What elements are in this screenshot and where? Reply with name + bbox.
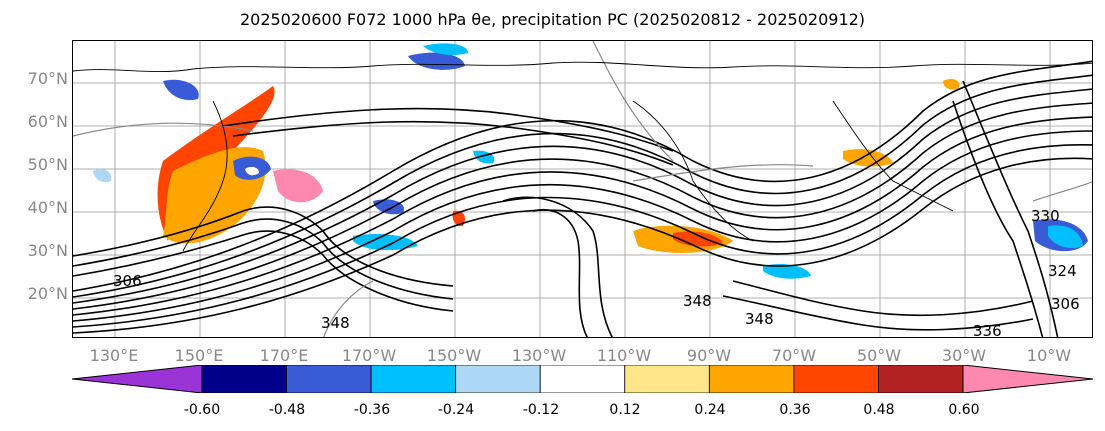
- lat-label: 70°N: [27, 69, 68, 88]
- lat-label: 30°N: [27, 241, 68, 260]
- lon-label: 150°W: [426, 346, 482, 365]
- contour-label: 324: [1048, 262, 1077, 280]
- contour-label: 348: [683, 292, 712, 310]
- colorbar-tick-label: -0.36: [353, 402, 391, 418]
- colorbar-segment: [539, 365, 626, 393]
- map-title: 2025020600 F072 1000 hPa θe, precipitati…: [239, 10, 866, 29]
- colorbar: [72, 365, 1093, 393]
- colorbar-tick-label: 0.36: [779, 402, 811, 418]
- theta-e-contours: [73, 60, 1092, 337]
- lon-label: 70°W: [771, 346, 817, 365]
- lon-label: 130°W: [511, 346, 567, 365]
- lon-label: 90°W: [686, 346, 732, 365]
- colorbar-segment: [962, 365, 1093, 393]
- colorbar-segment: [708, 365, 795, 393]
- colorbar-tick-label: -0.48: [268, 402, 306, 418]
- colorbar-tick-label: 0.24: [694, 402, 726, 418]
- contour-label: 306: [113, 272, 142, 290]
- colorbar-tick-label: -0.24: [437, 402, 475, 418]
- colorbar-segment: [201, 365, 287, 393]
- contour-label: 336: [973, 322, 1002, 338]
- lon-label: 110°W: [596, 346, 652, 365]
- colorbar-segment: [624, 365, 710, 393]
- colorbar-segment: [878, 365, 964, 393]
- lon-label: 150°E: [174, 346, 224, 365]
- lat-label: 50°N: [27, 155, 68, 174]
- contour-label: 348: [745, 310, 774, 328]
- colorbar-segment: [72, 365, 203, 393]
- colorbar-segment: [370, 365, 457, 393]
- map-canvas: 348 348 348 306 306 336 330 324: [73, 41, 1092, 338]
- colorbar-segment: [286, 365, 372, 393]
- colorbar-tick-label: -0.60: [183, 402, 221, 418]
- lon-label: 130°E: [89, 346, 139, 365]
- contour-label: 306: [1051, 295, 1080, 313]
- contour-label: 348: [321, 314, 350, 332]
- lat-label: 20°N: [27, 284, 68, 303]
- lat-label: 60°N: [27, 112, 68, 131]
- colorbar-tick-label: 0.60: [948, 402, 980, 418]
- colorbar-segment: [793, 365, 879, 393]
- gray-contours: [73, 41, 1092, 337]
- lon-label: 50°W: [856, 346, 902, 365]
- colorbar-segment: [455, 365, 541, 393]
- lon-label: 170°E: [259, 346, 309, 365]
- lon-label: 10°W: [1026, 346, 1072, 365]
- precip-shading: [93, 43, 1088, 279]
- map-panel: 348 348 348 306 306 336 330 324: [72, 40, 1093, 338]
- colorbar-tick-label: 0.12: [609, 402, 641, 418]
- lon-label: 30°W: [941, 346, 987, 365]
- lat-label: 40°N: [27, 198, 68, 217]
- lon-label: 170°W: [341, 346, 397, 365]
- contour-label: 330: [1031, 207, 1060, 225]
- coastlines: [73, 61, 1092, 252]
- colorbar-tick-label: -0.12: [522, 402, 560, 418]
- colorbar-tick-label: 0.48: [863, 402, 895, 418]
